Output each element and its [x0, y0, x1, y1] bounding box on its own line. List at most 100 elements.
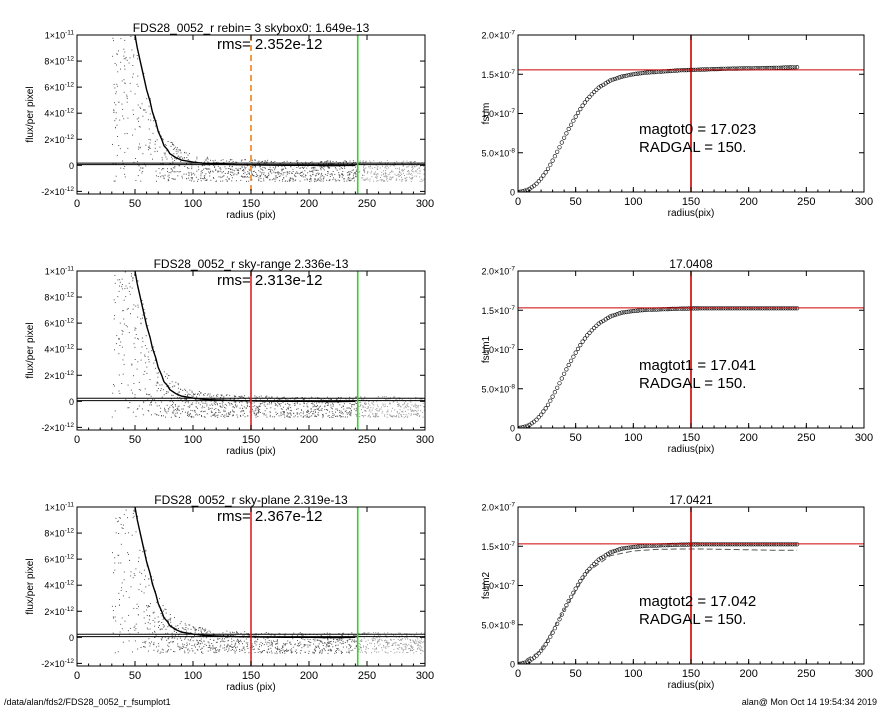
scatter-point	[137, 304, 139, 306]
scatter-point	[137, 408, 139, 410]
scatter-point	[134, 329, 136, 331]
scatter-point	[224, 406, 225, 408]
scatter-point	[312, 652, 314, 654]
scatter-point	[405, 407, 407, 409]
scatter-point	[319, 652, 321, 654]
scatter-point	[393, 415, 395, 417]
scatter-point	[118, 353, 120, 355]
scatter-point	[306, 167, 308, 169]
scatter-point	[392, 171, 394, 173]
scatter-point	[322, 416, 324, 418]
scatter-point	[405, 414, 407, 416]
scatter-point	[387, 411, 389, 412]
scatter-point	[387, 652, 389, 654]
y-tick-label: 1×10-11	[45, 30, 75, 41]
scatter-point	[150, 395, 152, 397]
scatter-point	[276, 643, 278, 645]
scatter-point	[215, 180, 217, 182]
scatter-point	[391, 645, 393, 647]
growth-curve-point	[610, 77, 615, 82]
panel-annotation: RADGAL = 150.	[639, 611, 746, 628]
scatter-point	[365, 410, 367, 411]
scatter-point	[395, 636, 397, 638]
scatter-point	[193, 180, 195, 182]
scatter-point	[313, 409, 315, 411]
x-tick-label: 100	[184, 198, 202, 210]
scatter-point	[279, 405, 281, 407]
scatter-point	[414, 642, 416, 644]
scatter-point	[205, 401, 207, 403]
scatter-point	[152, 399, 154, 400]
scatter-point	[123, 514, 125, 516]
scatter-point	[226, 645, 228, 647]
scatter-point	[199, 414, 201, 416]
scatter-point	[214, 647, 216, 649]
x-tick-label: 300	[855, 668, 873, 680]
scatter-point	[327, 645, 329, 647]
scatter-point	[336, 398, 338, 400]
scatter-point	[213, 177, 214, 178]
scatter-point	[155, 402, 157, 404]
scatter-point	[419, 645, 421, 647]
scatter-point	[257, 648, 259, 650]
scatter-point	[279, 175, 281, 177]
scatter-point	[240, 632, 242, 634]
scatter-point	[162, 637, 163, 639]
scatter-point	[334, 167, 336, 169]
scatter-point	[122, 108, 124, 110]
scatter-point	[317, 178, 319, 180]
scatter-point	[373, 415, 375, 417]
scatter-point	[209, 631, 211, 633]
scatter-point	[396, 401, 398, 403]
scatter-point	[270, 647, 272, 649]
scatter-point	[169, 163, 171, 165]
scatter-point	[411, 404, 413, 406]
scatter-point	[350, 413, 352, 414]
scatter-point	[242, 176, 244, 178]
scatter-point	[201, 647, 203, 649]
scatter-point	[410, 170, 412, 172]
scatter-point	[163, 175, 165, 177]
scatter-point	[259, 171, 261, 173]
scatter-point	[326, 396, 328, 398]
y-tick-label: 2×10-12	[44, 606, 74, 617]
scatter-point	[245, 167, 247, 169]
scatter-point	[307, 406, 309, 408]
scatter-point	[287, 407, 289, 409]
scatter-point	[406, 404, 408, 406]
growth-curve-point	[638, 544, 643, 549]
scatter-point	[384, 640, 385, 642]
scatter-point	[384, 180, 386, 182]
scatter-point	[147, 606, 149, 608]
scatter-point	[336, 648, 338, 649]
scatter-point	[354, 635, 356, 637]
scatter-point	[208, 644, 210, 646]
scatter-point	[232, 635, 234, 636]
scatter-point	[182, 627, 184, 629]
scatter-point	[360, 640, 362, 642]
scatter-point	[144, 641, 145, 643]
scatter-point	[296, 645, 298, 647]
scatter-point	[275, 404, 277, 406]
scatter-point	[226, 180, 228, 182]
scatter-point	[274, 180, 276, 182]
scatter-point	[307, 165, 309, 167]
scatter-point	[185, 152, 187, 154]
scatter-point	[256, 407, 258, 409]
scatter-point	[134, 346, 136, 348]
scatter-point	[255, 634, 257, 636]
scatter-point	[314, 178, 316, 180]
scatter-point	[117, 279, 119, 281]
scatter-point	[237, 398, 239, 400]
scatter-point	[341, 637, 343, 639]
scatter-point	[184, 637, 186, 639]
growth-curve-point	[552, 390, 558, 395]
scatter-point	[290, 413, 292, 415]
scatter-point	[387, 643, 389, 645]
scatter-point	[162, 139, 164, 141]
scatter-point	[408, 406, 410, 408]
scatter-point	[196, 413, 198, 415]
scatter-point	[113, 84, 115, 85]
scatter-point	[319, 647, 320, 649]
scatter-point	[392, 645, 394, 646]
